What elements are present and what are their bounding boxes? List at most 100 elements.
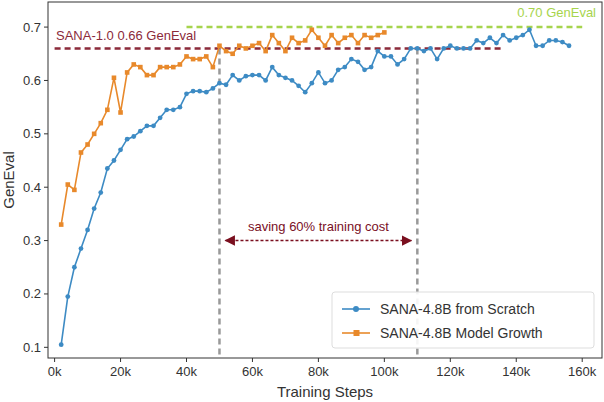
point [210, 86, 215, 91]
point [323, 43, 328, 48]
legend-label: SANA-4.8B Model Growth [380, 325, 543, 341]
point [402, 57, 407, 62]
point [217, 81, 222, 86]
point [224, 82, 229, 87]
point [474, 38, 479, 43]
point [283, 49, 288, 54]
legend-label: SANA-4.8B from Scratch [380, 301, 535, 317]
point [356, 59, 361, 64]
point [389, 54, 394, 59]
point [112, 75, 117, 80]
point [138, 65, 143, 70]
point [329, 33, 334, 38]
point [382, 30, 387, 35]
point [217, 43, 222, 48]
point [118, 110, 123, 115]
x-tick-label: 20k [110, 364, 131, 379]
point [184, 91, 189, 96]
point [197, 89, 202, 94]
point [270, 65, 275, 70]
point [171, 107, 176, 112]
reference-line [55, 47, 503, 50]
point [369, 65, 374, 70]
y-tick-label: 0.5 [23, 126, 41, 141]
point [98, 190, 103, 195]
point [415, 46, 420, 51]
span-label: saving 60% training cost [248, 219, 389, 234]
point [487, 35, 492, 40]
point [237, 78, 242, 83]
point [567, 43, 572, 48]
point [316, 70, 321, 75]
point [310, 27, 315, 32]
point [257, 73, 262, 78]
point [448, 43, 453, 48]
point [184, 54, 189, 59]
point [204, 90, 209, 95]
point [290, 35, 295, 40]
point [79, 150, 84, 155]
reference-line [187, 26, 583, 29]
point [250, 73, 255, 78]
point [125, 137, 130, 142]
point [468, 46, 473, 51]
legend-box [332, 292, 594, 348]
plot-frame [48, 2, 602, 358]
point [336, 41, 341, 46]
point [435, 57, 440, 62]
point [145, 73, 150, 78]
point [270, 33, 275, 38]
point [79, 246, 84, 251]
x-tick-label: 160k [568, 364, 597, 379]
point [553, 38, 558, 43]
point [303, 90, 308, 95]
point [171, 65, 176, 70]
point [520, 33, 525, 38]
point [125, 70, 130, 75]
point [547, 38, 552, 43]
point [560, 40, 565, 45]
x-tick [252, 358, 253, 362]
x-tick [318, 358, 319, 362]
point [237, 43, 242, 48]
point [105, 108, 110, 113]
point [92, 206, 97, 211]
y-axis-label: GenEval [0, 151, 17, 209]
vertical-line [218, 48, 221, 358]
point [349, 57, 354, 62]
point [276, 73, 281, 78]
point [85, 228, 90, 233]
y-tick-label: 0.6 [23, 73, 41, 88]
point [164, 107, 169, 112]
point [494, 41, 499, 46]
point [277, 41, 282, 46]
point [481, 41, 486, 46]
point [422, 49, 427, 54]
x-tick [516, 358, 517, 362]
y-tick-label: 0.1 [23, 340, 41, 355]
point [158, 115, 163, 120]
x-tick-label: 0k [48, 364, 62, 379]
point [178, 62, 183, 67]
point [250, 43, 255, 48]
x-tick-label: 120k [436, 364, 465, 379]
point [349, 33, 354, 38]
point [230, 51, 235, 56]
point [329, 78, 334, 83]
chart: 0k20k40k60k80k100k120k140k160k0.10.20.30… [0, 0, 604, 402]
x-tick [384, 358, 385, 362]
point [178, 105, 183, 110]
point [105, 166, 110, 171]
point [59, 342, 64, 347]
point [540, 43, 545, 48]
y-tick [44, 80, 48, 81]
point [112, 158, 117, 163]
y-tick-label: 0.2 [23, 286, 41, 301]
point [131, 134, 136, 139]
point [59, 222, 64, 227]
point [316, 35, 321, 40]
point [356, 41, 361, 46]
point [191, 89, 196, 94]
y-tick-label: 0.3 [23, 233, 41, 248]
reference-label: SANA-1.0 0.66 GenEval [56, 28, 196, 43]
